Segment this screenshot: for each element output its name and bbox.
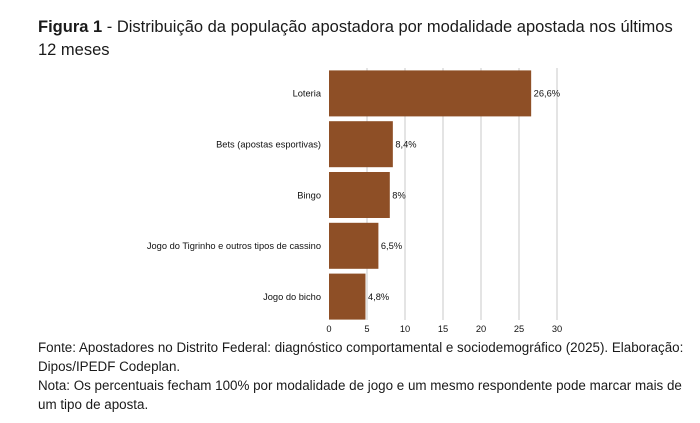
figure-title-text: - Distribuição da população apostadora p… <box>38 18 673 59</box>
category-label: Bingo <box>297 190 321 200</box>
bars <box>329 70 532 320</box>
x-tick-label: 0 <box>326 324 331 334</box>
figure-footer: Fonte: Apostadores no Distrito Federal: … <box>38 338 688 414</box>
category-labels: Loteria Bets (apostas esportivas) Bingo Jog… <box>147 89 322 302</box>
figure-title: Figura 1 - Distribuição da população apo… <box>38 16 678 62</box>
data-label: 4,8% <box>368 292 389 302</box>
bar-jogo-do-tigrinho-e-outros-tipos-de-cassino <box>329 222 379 269</box>
category-label: Bets (apostas esportivas) <box>216 140 321 150</box>
bar-bets-apostas-esportivas <box>329 121 393 168</box>
x-tick-label: 25 <box>514 324 524 334</box>
bar-jogo-do-bicho <box>329 273 366 320</box>
bar-loteria <box>329 70 532 117</box>
data-label: 8% <box>392 190 405 200</box>
x-tick-label: 15 <box>438 324 448 334</box>
bar-chart: Loteria Bets (apostas esportivas) Bingo Jog… <box>147 68 562 334</box>
x-tick-label: 5 <box>364 324 369 334</box>
category-label: Jogo do Tigrinho e outros tipos de cassi… <box>147 241 321 251</box>
footnote: Nota: Os percentuais fecham 100% por mod… <box>38 378 682 412</box>
x-tick-label: 10 <box>400 324 410 334</box>
bar-bingo <box>329 172 390 218</box>
category-label: Jogo do bicho <box>263 292 321 302</box>
x-axis-ticks: 0 5 10 15 20 25 30 <box>326 324 562 334</box>
data-label: 6,5% <box>381 241 402 251</box>
x-tick-label: 20 <box>476 324 486 334</box>
data-label: 8,4% <box>395 140 416 150</box>
figure-label: Figura 1 <box>38 18 103 36</box>
category-label: Loteria <box>293 89 322 99</box>
source-note: Fonte: Apostadores no Distrito Federal: … <box>38 340 684 374</box>
x-tick-label: 30 <box>552 324 562 334</box>
value-labels: 26,6% 8,4% 8% 6,5% 4,8% <box>368 89 560 302</box>
data-label: 26,6% <box>534 89 560 99</box>
